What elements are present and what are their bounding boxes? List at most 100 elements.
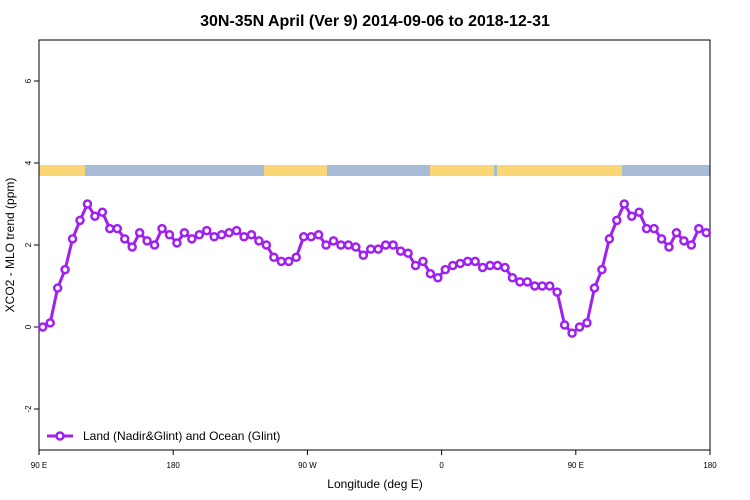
data-point: [351, 242, 361, 252]
x-tick-label: 180: [167, 461, 181, 470]
data-point: [336, 240, 346, 250]
land-band: [430, 165, 494, 176]
data-point: [664, 242, 674, 252]
data-point: [291, 252, 301, 263]
data-point: [440, 264, 451, 275]
data-point: [358, 250, 369, 260]
data-point: [194, 230, 205, 240]
data-point: [492, 260, 503, 271]
data-point: [127, 242, 137, 252]
data-point: [574, 322, 585, 332]
data-point: [373, 244, 383, 254]
data-point: [231, 225, 242, 236]
data-point: [604, 234, 615, 244]
data-point: [224, 227, 234, 238]
data-point: [470, 256, 480, 267]
data-point: [701, 227, 712, 238]
land-band: [39, 165, 85, 176]
chart-title: 30N-35N April (Ver 9) 2014-09-06 to 2018…: [200, 13, 550, 30]
data-point: [164, 230, 175, 240]
data-point: [254, 236, 264, 246]
data-point: [544, 281, 555, 291]
data-point: [462, 256, 473, 267]
land-band: [264, 165, 327, 176]
data-point: [209, 232, 219, 242]
data-point: [149, 240, 160, 250]
data-point: [343, 240, 354, 250]
data-point: [284, 256, 294, 267]
data-point: [276, 256, 287, 267]
x-tick-label: 90 E: [568, 461, 584, 470]
data-point: [366, 244, 376, 254]
data-point: [75, 215, 85, 226]
data-point: [313, 230, 324, 240]
data-point: [410, 260, 421, 271]
y-tick-label: 6: [24, 78, 33, 83]
data-point: [619, 199, 630, 209]
x-tick-label: 90 W: [298, 461, 317, 470]
x-axis-label: Longitude (deg E): [327, 477, 422, 491]
data-point: [142, 236, 152, 246]
data-point: [634, 207, 644, 217]
data-point: [425, 268, 436, 279]
data-point: [67, 234, 78, 244]
data-point: [395, 246, 406, 256]
data-point: [656, 234, 667, 244]
data-point: [694, 223, 704, 234]
data-point: [403, 248, 413, 258]
data-point: [380, 240, 391, 250]
data-point: [187, 234, 197, 244]
data-point: [515, 277, 525, 287]
data-point: [477, 262, 488, 273]
data-point: [641, 223, 652, 234]
data-point: [418, 256, 428, 267]
data-point: [119, 234, 130, 244]
data-point: [552, 287, 562, 297]
data-point: [246, 230, 257, 240]
data-point: [328, 236, 339, 246]
y-tick-label: 2: [24, 242, 33, 247]
data-point: [306, 232, 316, 242]
data-point: [671, 227, 682, 238]
data-point: [298, 232, 309, 242]
data-point: [612, 215, 622, 226]
data-point: [589, 283, 600, 293]
data-point: [202, 225, 212, 236]
data-point: [239, 232, 249, 242]
data-point: [649, 223, 659, 234]
data-point: [157, 223, 167, 234]
x-tick-label: 180: [703, 461, 717, 470]
data-point: [90, 211, 100, 222]
data-point: [216, 230, 227, 240]
y-tick-label: -2: [24, 405, 33, 413]
y-tick-label: 0: [24, 324, 33, 329]
ocean-band: [39, 165, 710, 176]
land-ocean-band: [39, 165, 710, 176]
y-axis-label: XCO2 - MLO trend (ppm): [3, 178, 17, 313]
data-point: [388, 240, 398, 250]
data-point: [582, 318, 592, 328]
data-point: [112, 223, 123, 234]
data-point: [52, 283, 63, 293]
data-point: [321, 240, 331, 250]
data-point: [45, 318, 55, 328]
land-band: [497, 165, 622, 176]
data-point: [679, 236, 689, 246]
x-tick-label: 0: [439, 461, 444, 470]
data-point: [448, 260, 458, 271]
data-point: [597, 264, 607, 275]
data-point: [60, 264, 70, 275]
data-point: [530, 281, 540, 291]
data-point: [97, 207, 108, 217]
data-point: [172, 238, 182, 248]
data-point: [179, 227, 190, 238]
data-point: [686, 240, 697, 250]
data-point: [567, 328, 577, 338]
legend-marker: [55, 431, 65, 441]
y-tick-label: 4: [24, 160, 33, 165]
x-tick-label: 90 E: [31, 461, 47, 470]
legend-label: Land (Nadir&Glint) and Ocean (Glint): [83, 429, 280, 443]
data-point: [37, 322, 48, 332]
data-point: [82, 199, 93, 209]
